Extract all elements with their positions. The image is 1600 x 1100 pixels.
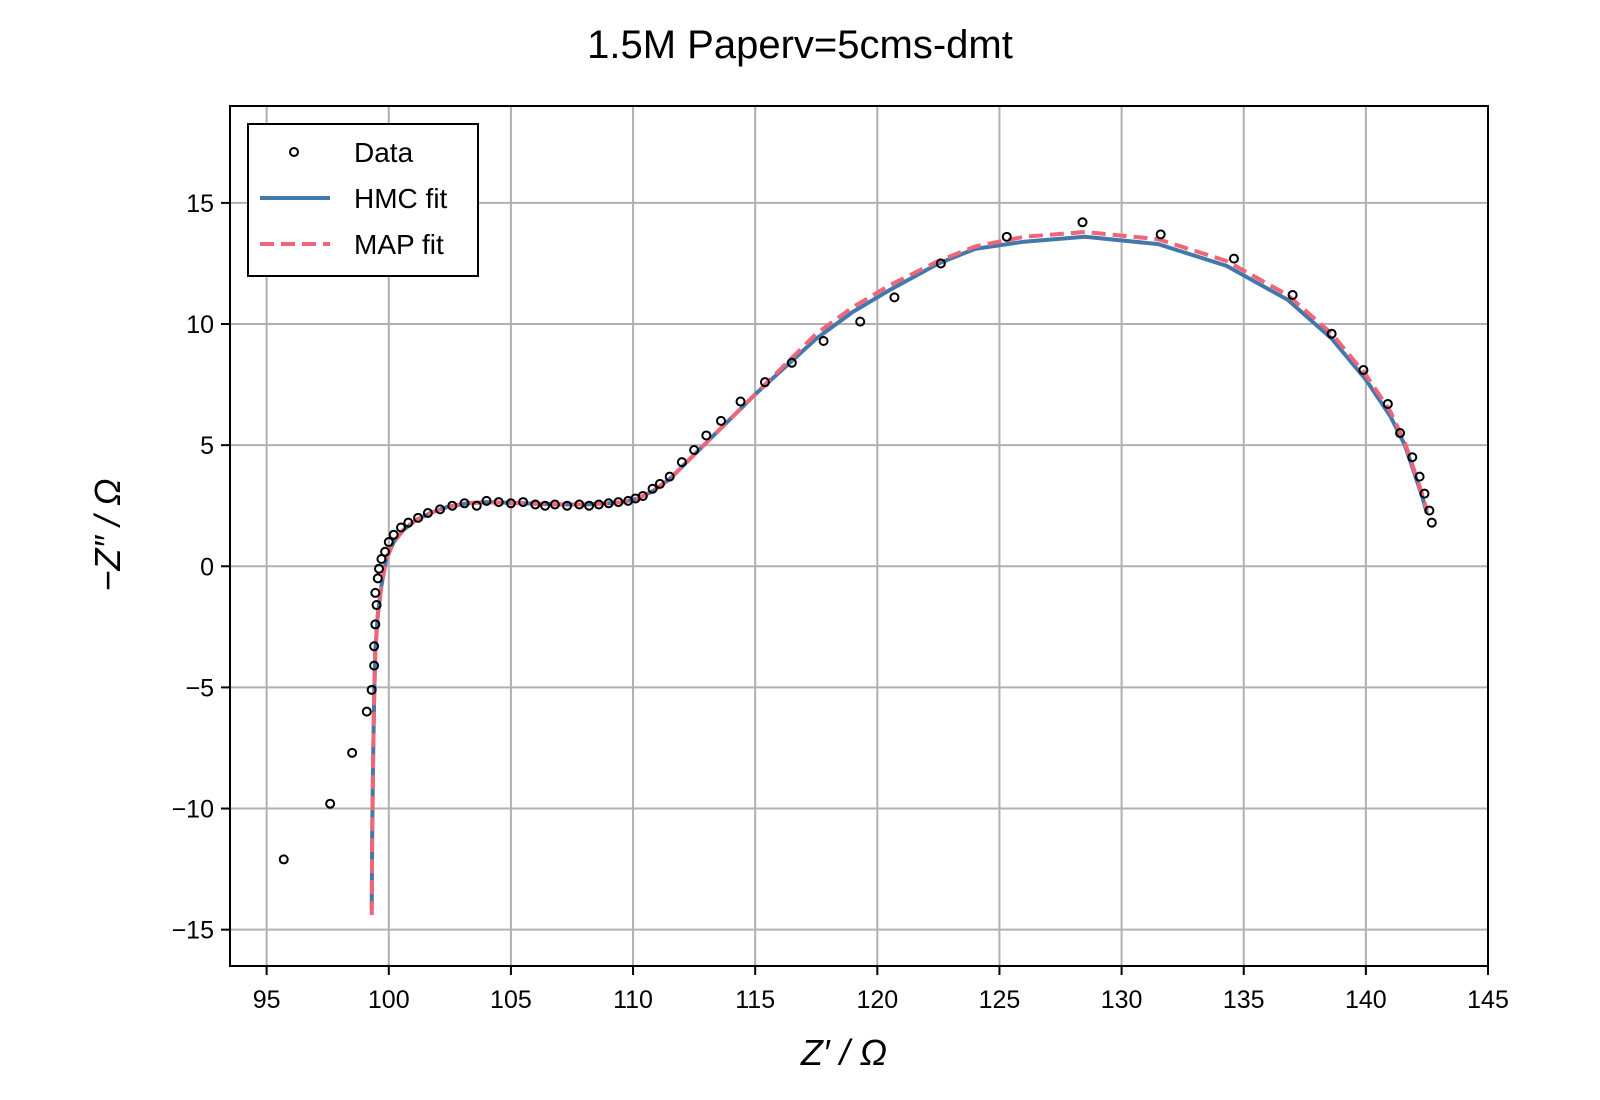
plot-frame xyxy=(229,105,1489,967)
legend-label-data: Data xyxy=(354,137,414,168)
x-tick-label: 115 xyxy=(735,986,775,1014)
data-point xyxy=(413,512,424,523)
y-tick-label: −15 xyxy=(172,917,214,945)
data-point xyxy=(278,854,289,865)
data-point xyxy=(676,457,687,468)
y-tick-label: 15 xyxy=(186,190,214,218)
map-fit-line xyxy=(369,230,1429,916)
data-point xyxy=(395,522,406,533)
data-point xyxy=(786,357,797,368)
data-point xyxy=(459,498,470,509)
data-point xyxy=(371,600,382,611)
y-axis-title: −Z″ / Ω xyxy=(87,478,128,591)
data-point xyxy=(372,573,383,584)
data-point xyxy=(505,498,516,509)
data-point xyxy=(347,747,358,758)
y-tick-label: 10 xyxy=(186,311,214,339)
legend-marker-data xyxy=(289,147,299,157)
data-point xyxy=(370,587,381,598)
data-point xyxy=(403,517,414,528)
x-axis-title: Z′ / Ω xyxy=(800,1032,887,1073)
x-tick-label: 130 xyxy=(1101,986,1143,1014)
data-point xyxy=(388,529,399,540)
data-point xyxy=(1414,471,1425,482)
data-point xyxy=(855,316,866,327)
x-tick-label: 105 xyxy=(490,986,532,1014)
x-tick-label: 125 xyxy=(979,986,1021,1014)
data-point xyxy=(637,491,648,502)
data-point xyxy=(735,396,746,407)
data-point xyxy=(1395,428,1406,439)
data-point xyxy=(366,684,377,695)
data-point xyxy=(518,497,529,508)
data-point xyxy=(818,335,829,346)
legend: Data HMC fit MAP fit xyxy=(247,123,479,277)
data-point xyxy=(549,499,560,510)
data-point xyxy=(701,430,712,441)
data-point xyxy=(574,499,585,510)
x-tick-label: 135 xyxy=(1223,986,1265,1014)
data-point xyxy=(481,495,492,506)
y-tick-label: 0 xyxy=(200,553,214,581)
data-point xyxy=(530,499,541,510)
data-point xyxy=(1424,505,1435,516)
data-point xyxy=(1426,517,1437,528)
data-point xyxy=(584,500,595,511)
data-point xyxy=(1419,488,1430,499)
data-point xyxy=(361,706,372,717)
data-point xyxy=(654,478,665,489)
data-point xyxy=(1382,398,1393,409)
data-point xyxy=(325,798,336,809)
data-point xyxy=(664,471,675,482)
data-point xyxy=(759,377,770,388)
data-point xyxy=(593,499,604,510)
plot-area xyxy=(278,217,1437,916)
data-point xyxy=(689,445,700,455)
x-tick-label: 145 xyxy=(1467,986,1509,1014)
legend-label-map: MAP fit xyxy=(354,229,444,260)
y-tick-label: −5 xyxy=(185,674,214,702)
data-point xyxy=(562,500,573,511)
x-tick-label: 95 xyxy=(253,986,281,1014)
x-tick-label: 110 xyxy=(613,986,653,1014)
data-point xyxy=(471,500,482,511)
data-point xyxy=(374,563,385,574)
data-point xyxy=(540,500,551,511)
data-point xyxy=(935,258,946,269)
data-point xyxy=(1155,229,1166,240)
data-point xyxy=(380,546,391,557)
data-point xyxy=(1077,217,1088,228)
data-point xyxy=(493,497,504,508)
legend-label-hmc: HMC fit xyxy=(354,183,448,214)
axis-ticks: 95 100 105 110 115 120 125 130 135 140 145−15−10−5… xyxy=(172,190,1509,1014)
data-point xyxy=(603,498,614,509)
y-tick-label: 5 xyxy=(200,432,214,460)
data-point xyxy=(889,292,900,303)
data-point xyxy=(422,507,433,518)
data-point xyxy=(1407,452,1418,463)
data-point xyxy=(1287,289,1298,300)
data-point xyxy=(1228,253,1239,264)
data-point xyxy=(447,500,458,511)
data-point xyxy=(383,537,394,548)
y-tick-label: −10 xyxy=(172,796,214,824)
data-point xyxy=(613,497,624,508)
data-point xyxy=(1326,328,1337,339)
data-point xyxy=(369,660,380,671)
data-point xyxy=(1001,231,1012,242)
x-tick-label: 120 xyxy=(856,986,898,1014)
x-tick-label: 100 xyxy=(368,986,410,1014)
data-point xyxy=(715,415,726,426)
data-point xyxy=(435,504,446,515)
chart-title: 1.5M Paperv=5cms-dmt xyxy=(587,23,1013,67)
data-point xyxy=(369,641,380,652)
x-tick-label: 140 xyxy=(1345,986,1387,1014)
data-point xyxy=(370,619,381,630)
data-point xyxy=(1358,365,1369,376)
data-point xyxy=(647,483,658,494)
